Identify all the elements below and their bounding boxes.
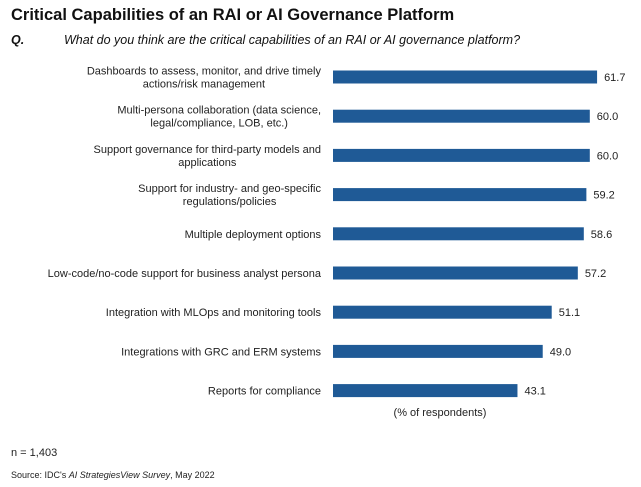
category-label-line: Dashboards to assess, monitor, and drive… <box>87 66 322 78</box>
category-label-2: Multi-persona collaboration (data scienc… <box>117 105 321 130</box>
value-label-5: 58.6 <box>591 229 612 241</box>
category-label-line: Support for industry- and geo-specific <box>138 183 321 195</box>
category-label-line: applications <box>178 157 237 169</box>
bar-8 <box>333 344 543 358</box>
category-label-line: Multiple deployment options <box>185 229 322 241</box>
bar-3 <box>333 148 590 162</box>
bar-7 <box>333 305 552 319</box>
value-label-6: 57.2 <box>585 268 606 280</box>
sample-size-note: n = 1,403 <box>11 447 58 459</box>
category-label-line: Integrations with GRC and ERM systems <box>121 346 321 358</box>
question-marker: Q. <box>11 33 25 47</box>
question-text: What do you think are the critical capab… <box>64 33 521 47</box>
value-label-1: 61.7 <box>604 72 625 84</box>
bar-5 <box>333 227 584 241</box>
source-survey-title: AI StrategiesView Survey <box>68 470 171 480</box>
category-label-line: legal/compliance, LOB, etc.) <box>150 118 288 130</box>
bar-4 <box>333 188 587 202</box>
category-label-4: Support for industry- and geo-specific re… <box>138 183 321 208</box>
category-label-line: regulations/policies <box>183 196 277 208</box>
category-label-line: Low-code/no-code support for business an… <box>48 268 322 280</box>
source-prefix: Source: IDC's <box>11 470 69 480</box>
bar-2 <box>333 109 590 123</box>
source-note: Source: IDC's AI StrategiesView Survey, … <box>11 470 215 480</box>
value-label-3: 60.0 <box>597 150 618 162</box>
value-label-8: 49.0 <box>550 346 571 358</box>
value-label-4: 59.2 <box>593 190 614 202</box>
category-label-6: Low-code/no-code support for business an… <box>48 268 322 280</box>
bar-1 <box>333 70 598 84</box>
x-axis-label: (% of respondents) <box>393 407 487 419</box>
source-suffix: , May 2022 <box>170 470 215 480</box>
bar-6 <box>333 266 578 280</box>
category-label-line: Multi-persona collaboration (data scienc… <box>117 105 321 117</box>
value-label-7: 51.1 <box>559 307 580 319</box>
chart-title: Critical Capabilities of an RAI or AI Go… <box>11 6 455 24</box>
category-label-1: Dashboards to assess, monitor, and drive… <box>87 66 322 91</box>
category-label-line: actions/risk management <box>143 79 265 91</box>
category-label-line: Integration with MLOps and monitoring to… <box>106 307 322 319</box>
category-label-3: Support governance for third-party model… <box>94 144 321 169</box>
category-label-line: Support governance for third-party model… <box>94 144 321 156</box>
category-label-line: Reports for compliance <box>208 386 321 398</box>
value-label-9: 43.1 <box>524 386 545 398</box>
category-label-7: Integration with MLOps and monitoring to… <box>106 307 322 319</box>
category-label-8: Integrations with GRC and ERM systems <box>121 346 321 358</box>
category-label-9: Reports for compliance <box>208 386 321 398</box>
category-label-5: Multiple deployment options <box>185 229 322 241</box>
value-label-2: 60.0 <box>597 111 618 123</box>
bar-9 <box>333 384 518 398</box>
